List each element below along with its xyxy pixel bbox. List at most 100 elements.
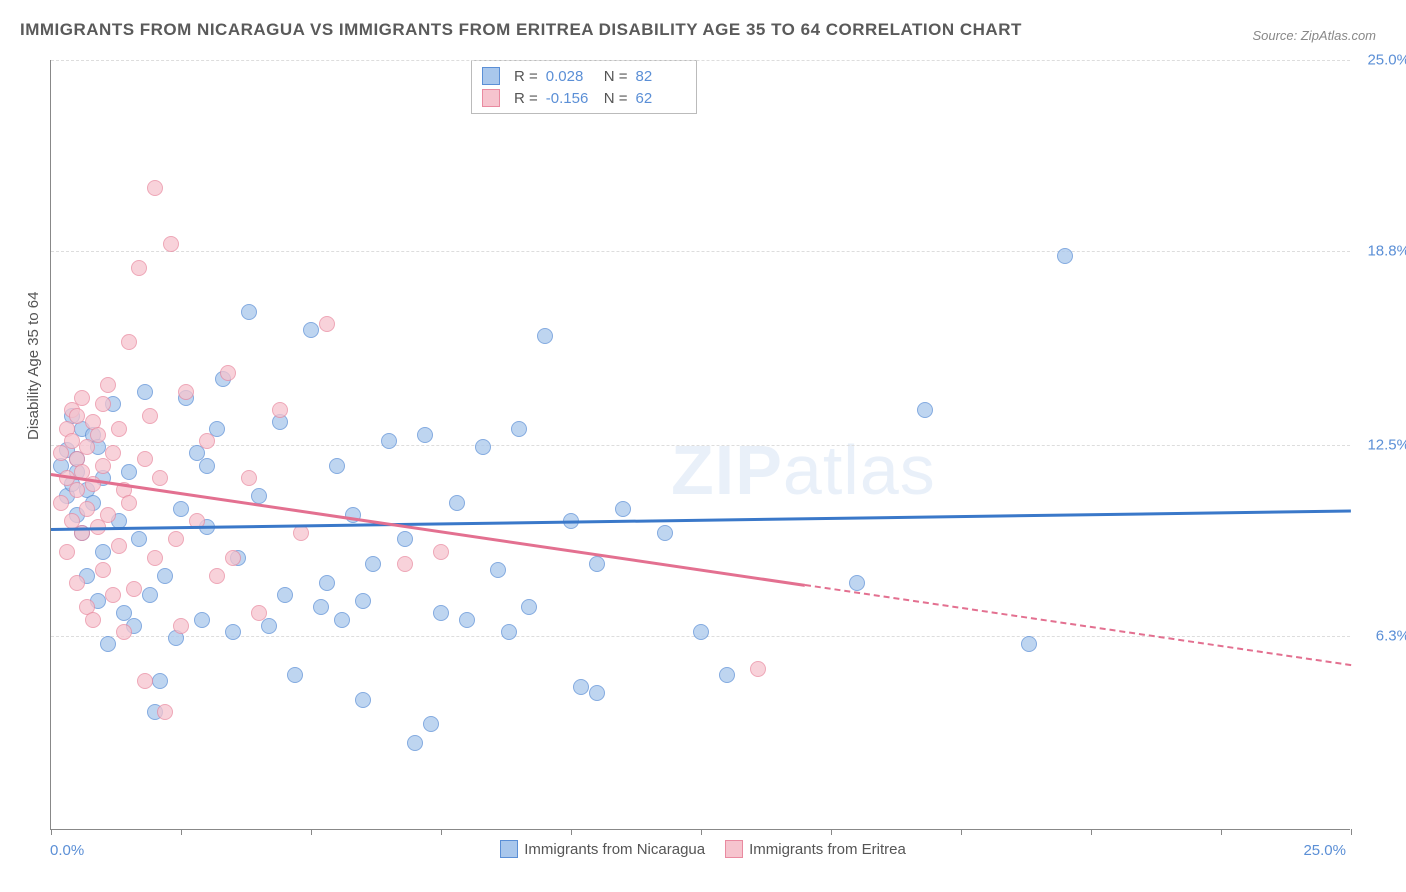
scatter-point [157, 704, 173, 720]
y-axis-title: Disability Age 35 to 64 [25, 292, 42, 440]
scatter-point [121, 464, 137, 480]
scatter-point [111, 538, 127, 554]
scatter-point [433, 605, 449, 621]
scatter-point [849, 575, 865, 591]
scatter-point [397, 556, 413, 572]
scatter-point [589, 556, 605, 572]
stats-r-label: R = [514, 90, 538, 107]
scatter-point [100, 377, 116, 393]
scatter-point [365, 556, 381, 572]
scatter-point [95, 396, 111, 412]
x-tick [311, 829, 312, 835]
scatter-point [142, 587, 158, 603]
scatter-point [137, 673, 153, 689]
scatter-point [79, 501, 95, 517]
scatter-point [319, 575, 335, 591]
scatter-point [272, 402, 288, 418]
scatter-point [100, 636, 116, 652]
x-tick [571, 829, 572, 835]
x-tick [1221, 829, 1222, 835]
scatter-point [475, 439, 491, 455]
scatter-point [147, 180, 163, 196]
legend-swatch [482, 67, 500, 85]
scatter-point [329, 458, 345, 474]
scatter-point [121, 495, 137, 511]
legend-swatch [500, 840, 518, 858]
scatter-point [147, 550, 163, 566]
scatter-point [173, 501, 189, 517]
bottom-legend: Immigrants from Nicaragua Immigrants from… [0, 840, 1406, 862]
scatter-point [69, 575, 85, 591]
x-tick [1351, 829, 1352, 835]
scatter-point [157, 568, 173, 584]
x-tick [831, 829, 832, 835]
trend-line [805, 584, 1351, 666]
scatter-point [407, 735, 423, 751]
legend-item: Immigrants from Nicaragua [500, 840, 705, 858]
scatter-point [137, 384, 153, 400]
legend-swatch [725, 840, 743, 858]
scatter-point [163, 236, 179, 252]
scatter-point [220, 365, 236, 381]
scatter-point [433, 544, 449, 560]
stats-n-value: 82 [636, 68, 686, 85]
scatter-point [355, 593, 371, 609]
scatter-point [241, 304, 257, 320]
scatter-point [126, 581, 142, 597]
scatter-point [449, 495, 465, 511]
trend-line [51, 510, 1351, 531]
scatter-point [319, 316, 335, 332]
scatter-point [251, 605, 267, 621]
scatter-point [1021, 636, 1037, 652]
scatter-point [116, 624, 132, 640]
scatter-point [69, 482, 85, 498]
x-tick [1091, 829, 1092, 835]
scatter-point [511, 421, 527, 437]
scatter-point [131, 260, 147, 276]
stats-legend: R =0.028N =82R =-0.156N =62 [471, 60, 697, 114]
y-tick-label: 18.8% [1367, 242, 1406, 259]
scatter-point [459, 612, 475, 628]
scatter-point [303, 322, 319, 338]
scatter-point [381, 433, 397, 449]
scatter-point [142, 408, 158, 424]
scatter-point [95, 562, 111, 578]
scatter-point [105, 445, 121, 461]
gridline [51, 445, 1350, 446]
legend-label: Immigrants from Nicaragua [524, 841, 705, 858]
scatter-point [90, 427, 106, 443]
scatter-point [287, 667, 303, 683]
scatter-point [225, 550, 241, 566]
scatter-point [137, 451, 153, 467]
scatter-point [85, 612, 101, 628]
chart-title: IMMIGRANTS FROM NICARAGUA VS IMMIGRANTS … [20, 20, 1022, 40]
scatter-point [64, 433, 80, 449]
gridline [51, 251, 1350, 252]
stats-n-label: N = [604, 90, 628, 107]
scatter-point [615, 501, 631, 517]
scatter-point [417, 427, 433, 443]
stats-r-value: 0.028 [546, 68, 596, 85]
scatter-point [100, 507, 116, 523]
stats-n-label: N = [604, 68, 628, 85]
scatter-point [168, 531, 184, 547]
scatter-point [199, 433, 215, 449]
stats-r-label: R = [514, 68, 538, 85]
watermark: ZIPatlas [671, 430, 936, 510]
scatter-point [355, 692, 371, 708]
stats-r-value: -0.156 [546, 90, 596, 107]
scatter-point [521, 599, 537, 615]
stats-row: R =-0.156N =62 [482, 87, 686, 109]
scatter-point [423, 716, 439, 732]
source-label: Source: ZipAtlas.com [1252, 28, 1376, 43]
scatter-point [501, 624, 517, 640]
scatter-point [693, 624, 709, 640]
scatter-point [657, 525, 673, 541]
legend-label: Immigrants from Eritrea [749, 841, 906, 858]
scatter-point [121, 334, 137, 350]
x-tick [181, 829, 182, 835]
legend-item: Immigrants from Eritrea [725, 840, 906, 858]
scatter-point [261, 618, 277, 634]
y-tick-label: 12.5% [1367, 437, 1406, 454]
y-tick-label: 25.0% [1367, 52, 1406, 69]
